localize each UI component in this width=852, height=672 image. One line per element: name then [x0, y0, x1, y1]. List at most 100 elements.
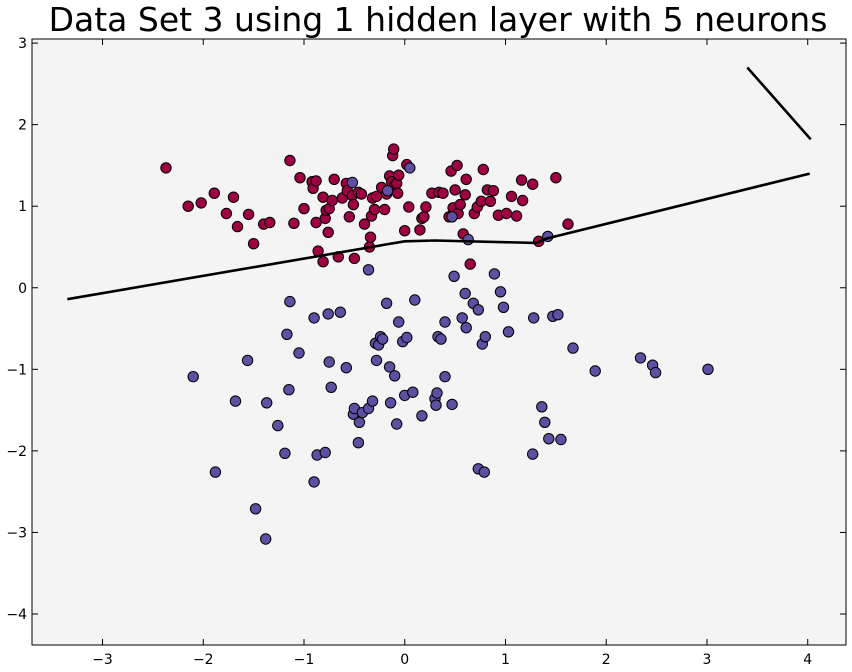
- data-point-red: [487, 185, 500, 197]
- data-point-purple: [272, 419, 284, 432]
- data-point-red: [414, 224, 426, 236]
- y-tick-label: −3: [6, 525, 27, 541]
- data-point-purple: [430, 399, 442, 411]
- data-point-red: [220, 207, 233, 220]
- y-tick-label: 1: [18, 199, 27, 215]
- data-point-red: [449, 184, 461, 196]
- data-point-purple: [241, 354, 254, 367]
- data-point-purple: [340, 362, 352, 374]
- data-point-purple: [459, 287, 471, 300]
- x-tick-label: 3: [703, 652, 712, 668]
- data-point-red: [392, 187, 404, 199]
- data-point-purple: [260, 533, 272, 545]
- x-tick-label: 0: [400, 652, 409, 668]
- data-point-red: [160, 162, 172, 174]
- data-point-red: [393, 169, 405, 181]
- data-point-red: [477, 163, 489, 176]
- data-point-purple: [528, 312, 540, 324]
- data-point-red: [358, 218, 371, 230]
- y-tick-label: 3: [18, 36, 27, 52]
- x-tick-label: 2: [602, 652, 611, 668]
- data-point-purple: [384, 397, 397, 409]
- data-point-purple: [649, 366, 662, 379]
- data-point-purple: [353, 416, 366, 428]
- data-point-purple: [497, 301, 510, 313]
- data-point-purple: [346, 176, 359, 189]
- data-point-purple: [249, 503, 262, 515]
- data-point-purple: [370, 354, 383, 367]
- y-tick-label: 0: [18, 281, 27, 297]
- data-point-purple: [261, 397, 273, 409]
- data-point-red: [527, 178, 539, 190]
- data-point-purple: [462, 233, 474, 246]
- data-point-purple: [383, 361, 396, 373]
- data-point-purple: [352, 437, 365, 449]
- data-point-purple: [283, 384, 295, 396]
- data-point-red: [516, 194, 529, 207]
- data-point-red: [227, 191, 240, 203]
- data-point-purple: [381, 185, 394, 197]
- data-point-red: [388, 143, 400, 155]
- x-tick-label: −2: [193, 652, 214, 668]
- x-tick-label: −1: [294, 652, 315, 668]
- data-point-red: [368, 203, 381, 216]
- data-point-red: [310, 175, 322, 187]
- data-point-purple: [543, 433, 555, 445]
- data-point-purple: [281, 328, 293, 340]
- data-point-purple: [439, 371, 451, 383]
- data-point-purple: [325, 381, 337, 393]
- x-tick-label: −3: [92, 652, 113, 668]
- data-point-purple: [380, 297, 393, 309]
- data-point-purple: [555, 433, 567, 446]
- data-point-purple: [435, 333, 447, 345]
- y-tick-label: −1: [6, 362, 27, 378]
- data-point-red: [347, 198, 360, 211]
- data-point-purple: [502, 326, 515, 338]
- x-tick-label: 4: [803, 652, 812, 668]
- boundary-line: [746, 66, 812, 141]
- data-point-red: [208, 187, 221, 199]
- data-point-purple: [407, 386, 419, 398]
- data-point-red: [464, 258, 476, 270]
- data-point-purple: [308, 476, 320, 488]
- data-point-red: [505, 190, 518, 203]
- data-point-purple: [479, 331, 491, 343]
- data-point-purple: [401, 331, 413, 344]
- data-point-red: [364, 231, 377, 243]
- data-point-purple: [229, 395, 242, 407]
- data-point-red: [343, 211, 355, 223]
- data-point-purple: [308, 312, 320, 324]
- axis-tick-labels: −3 −2 −1 0 1 2 3 4 −4 −3 −2 −1 0 1 2 3: [6, 36, 812, 668]
- data-point-purple: [362, 264, 375, 276]
- data-point-red: [510, 210, 523, 222]
- boundary-line: [67, 172, 811, 301]
- data-point-purple: [448, 270, 460, 282]
- data-point-purple: [552, 309, 564, 321]
- data-point-red: [288, 217, 300, 230]
- data-point-red: [454, 198, 466, 211]
- data-point-purple: [536, 401, 548, 413]
- data-point-red: [460, 173, 472, 186]
- data-point-red: [355, 188, 368, 200]
- data-point-purple: [389, 370, 401, 382]
- data-point-purple: [334, 306, 346, 318]
- data-point-red: [451, 159, 463, 172]
- data-point-red: [437, 187, 449, 199]
- data-point-purple: [460, 322, 472, 334]
- data-point-red: [348, 252, 361, 265]
- data-point-purple: [393, 316, 405, 328]
- data-point-red: [294, 172, 306, 184]
- data-point-red: [298, 202, 310, 215]
- data-point-red: [403, 201, 415, 213]
- axis-ticks: [32, 39, 846, 645]
- y-tick-label: −2: [6, 444, 27, 460]
- x-tick-label: 1: [501, 652, 510, 668]
- data-point-red: [378, 203, 391, 216]
- data-point-red: [242, 208, 255, 221]
- data-point-purple: [567, 342, 579, 354]
- data-point-purple: [322, 308, 334, 320]
- data-point-red: [317, 256, 329, 268]
- data-point-red: [399, 225, 411, 237]
- data-point-red: [515, 174, 528, 186]
